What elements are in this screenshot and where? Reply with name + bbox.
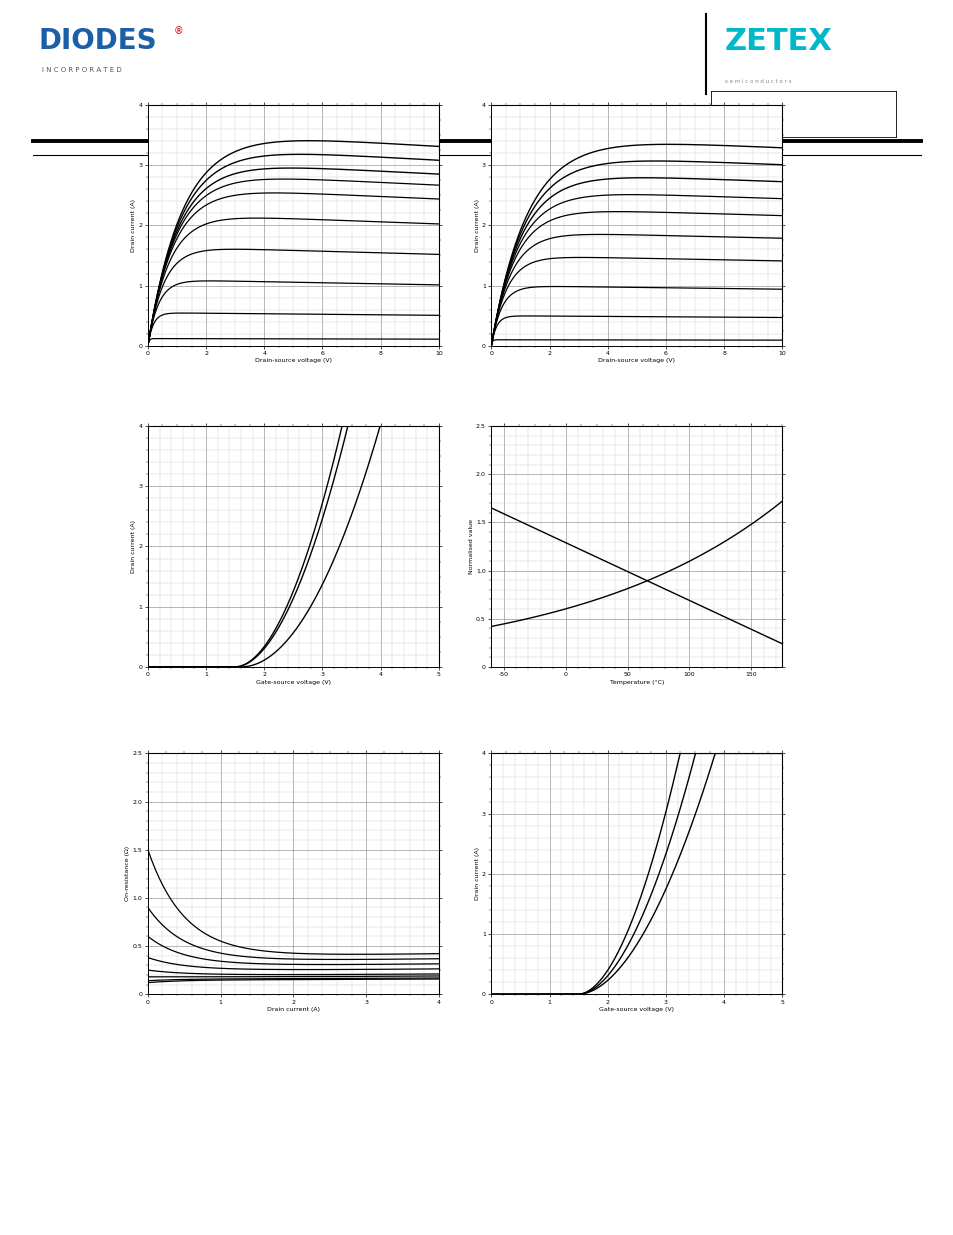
Y-axis label: Normalised value: Normalised value — [468, 519, 474, 574]
Text: ZETEX: ZETEX — [724, 26, 832, 56]
X-axis label: Drain current (A): Drain current (A) — [267, 1007, 319, 1011]
Text: I N C O R P O R A T E D: I N C O R P O R A T E D — [42, 68, 122, 73]
Text: s e m i c o n d u c t o r s: s e m i c o n d u c t o r s — [724, 79, 791, 84]
Y-axis label: On-resistance (Ω): On-resistance (Ω) — [125, 846, 131, 902]
Y-axis label: Drain current (A): Drain current (A) — [475, 199, 479, 252]
Y-axis label: Drain current (A): Drain current (A) — [132, 199, 136, 252]
X-axis label: Temperature (°C): Temperature (°C) — [609, 679, 663, 684]
Y-axis label: Drain current (A): Drain current (A) — [132, 520, 136, 573]
FancyBboxPatch shape — [710, 91, 896, 138]
X-axis label: Drain-source voltage (V): Drain-source voltage (V) — [254, 358, 332, 363]
Y-axis label: Drain current (A): Drain current (A) — [475, 847, 479, 900]
X-axis label: Gate-source voltage (V): Gate-source voltage (V) — [598, 1007, 674, 1011]
Text: DIODES: DIODES — [38, 27, 156, 54]
Text: ®: ® — [173, 26, 183, 36]
X-axis label: Drain-source voltage (V): Drain-source voltage (V) — [598, 358, 675, 363]
X-axis label: Gate-source voltage (V): Gate-source voltage (V) — [255, 679, 331, 684]
